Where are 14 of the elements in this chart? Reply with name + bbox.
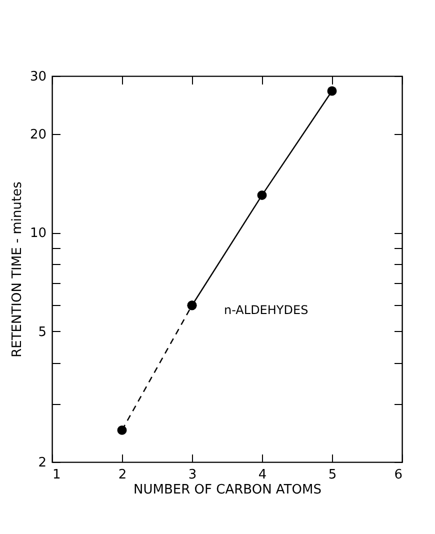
y-tick-label: 5 xyxy=(38,324,46,340)
y-tick-label: 2 xyxy=(38,456,46,470)
x-tick-label: 6 xyxy=(394,468,402,482)
x-axis-title: NUMBER OF CARBON ATOMS xyxy=(134,482,322,498)
x-tick-label: 3 xyxy=(188,468,197,482)
x-tick-label: 1 xyxy=(52,468,61,482)
x-tick-label: 2 xyxy=(118,468,127,482)
annotation: n-ALDEHYDES xyxy=(224,303,308,317)
y-axis-title: RETENTION TIME - minutes xyxy=(10,181,25,358)
y-tick-label: 30 xyxy=(30,70,46,84)
y-tick-label: 10 xyxy=(30,226,46,242)
x-tick-label: 5 xyxy=(328,468,337,482)
y-tick-label: 20 xyxy=(30,127,46,142)
x-tick-label: 4 xyxy=(258,468,267,482)
